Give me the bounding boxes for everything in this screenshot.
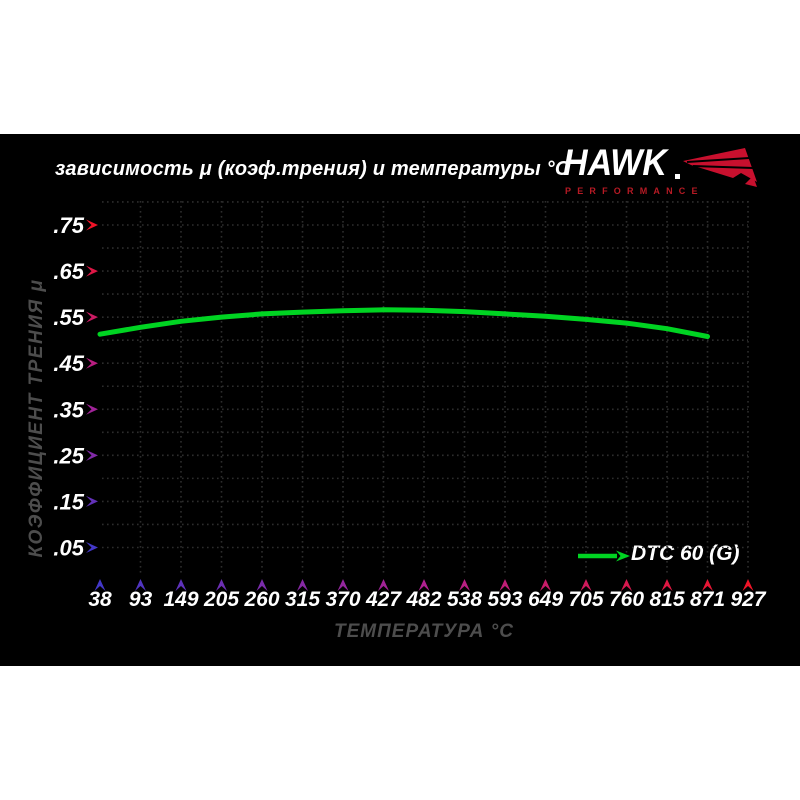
svg-text:.45: .45: [53, 351, 84, 376]
svg-text:871: 871: [690, 588, 725, 611]
hawk-logo-brand: HAWK: [563, 142, 668, 183]
hawk-logo-subbrand: PERFORMANCE: [565, 186, 704, 196]
grid: [102, 201, 749, 574]
svg-text:370: 370: [325, 588, 360, 611]
svg-text:205: 205: [203, 588, 239, 611]
legend-line: [578, 550, 630, 562]
svg-text:93: 93: [129, 588, 153, 611]
hawk-logo-dot: [675, 174, 680, 179]
plot-svg: .75 .65 .55 .45 .35 .25 .15 .05 38 93 149 205 260 315…: [53, 201, 767, 611]
svg-text:427: 427: [365, 588, 402, 611]
x-axis-title: ТЕМПЕРАТУРА °C: [334, 621, 514, 642]
x-tick-labels: 38 93 149 205 260 315 370 427 482 538 593 649 705 760…: [88, 588, 767, 611]
svg-text:593: 593: [487, 588, 522, 611]
svg-text:760: 760: [609, 588, 644, 611]
x-tick-arrows: [94, 579, 754, 591]
svg-text:260: 260: [243, 588, 279, 611]
svg-text:.25: .25: [53, 443, 84, 468]
hawk-logo: HAWK PERFORMANCE: [563, 142, 763, 200]
svg-text:705: 705: [568, 588, 603, 611]
y-tick-arrows: [86, 219, 98, 553]
svg-text:38: 38: [88, 588, 112, 611]
chart-panel: зависимость μ (коэф.трения) и температур…: [0, 134, 800, 666]
chart-title: зависимость μ (коэф.трения) и температур…: [55, 158, 570, 180]
svg-text:815: 815: [649, 588, 684, 611]
svg-text:.75: .75: [53, 213, 84, 238]
svg-text:.65: .65: [53, 259, 84, 284]
svg-text:.35: .35: [53, 397, 84, 422]
svg-text:149: 149: [163, 588, 198, 611]
hawk-flag-icon: [683, 148, 757, 187]
svg-text:649: 649: [528, 588, 563, 611]
svg-text:.55: .55: [53, 305, 84, 330]
svg-text:315: 315: [285, 588, 320, 611]
svg-text:927: 927: [730, 588, 766, 611]
svg-text:.15: .15: [53, 489, 84, 514]
svg-text:538: 538: [447, 588, 482, 611]
series-line: [97, 307, 710, 339]
svg-text:.05: .05: [53, 535, 84, 560]
y-tick-labels: .75 .65 .55 .45 .35 .25 .15 .05: [53, 213, 84, 560]
svg-text:482: 482: [405, 588, 441, 611]
